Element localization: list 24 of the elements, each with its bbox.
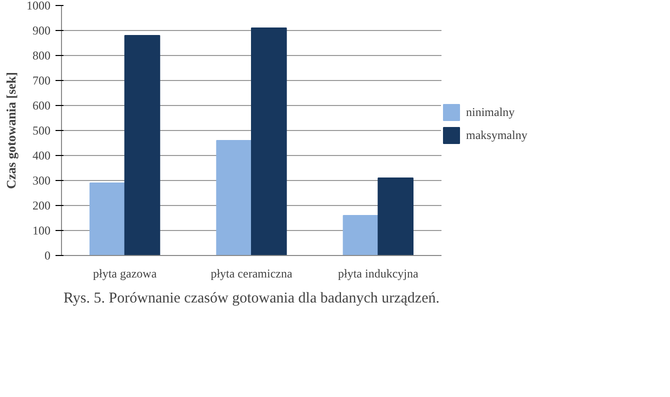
y-tick-label: 200 bbox=[32, 198, 50, 212]
bar bbox=[90, 182, 126, 256]
y-tick-label: 100 bbox=[32, 224, 50, 238]
x-tick-label: płyta gazowa bbox=[93, 266, 158, 280]
legend-label: ninimalny bbox=[466, 104, 516, 120]
bar bbox=[251, 28, 287, 256]
y-tick-label: 1000 bbox=[26, 0, 50, 12]
y-tick-label: 600 bbox=[32, 98, 50, 112]
bar bbox=[342, 215, 379, 256]
legend-label: maksymalny bbox=[466, 128, 528, 142]
bar bbox=[378, 178, 414, 256]
bar bbox=[216, 140, 252, 256]
x-tick-label: płyta indukcyjna bbox=[338, 266, 419, 280]
y-tick-label: 500 bbox=[32, 124, 50, 138]
y-axis-title: Czas gotowania [sek] bbox=[4, 72, 18, 189]
bar bbox=[124, 35, 160, 256]
y-tick-label: 300 bbox=[32, 174, 50, 188]
y-tick-label: 900 bbox=[32, 24, 50, 38]
y-tick-label: 0 bbox=[44, 248, 50, 262]
y-tick-label: 700 bbox=[32, 74, 50, 88]
text: Rys. 5. Porównanie czasów gotowania dla badanych urządzeń. bbox=[64, 290, 440, 306]
y-tick-label: 800 bbox=[32, 48, 50, 62]
y-tick-label: 400 bbox=[32, 148, 50, 162]
x-tick-label: płyta ceramiczna bbox=[210, 266, 293, 280]
